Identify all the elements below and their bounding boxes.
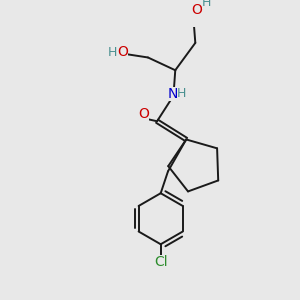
Text: N: N	[167, 87, 178, 101]
Text: O: O	[117, 45, 128, 59]
Text: H: H	[108, 46, 117, 59]
Text: O: O	[192, 3, 203, 17]
Text: H: H	[202, 0, 211, 9]
Text: Cl: Cl	[154, 256, 167, 269]
Text: H: H	[177, 87, 186, 101]
Text: O: O	[138, 107, 149, 121]
